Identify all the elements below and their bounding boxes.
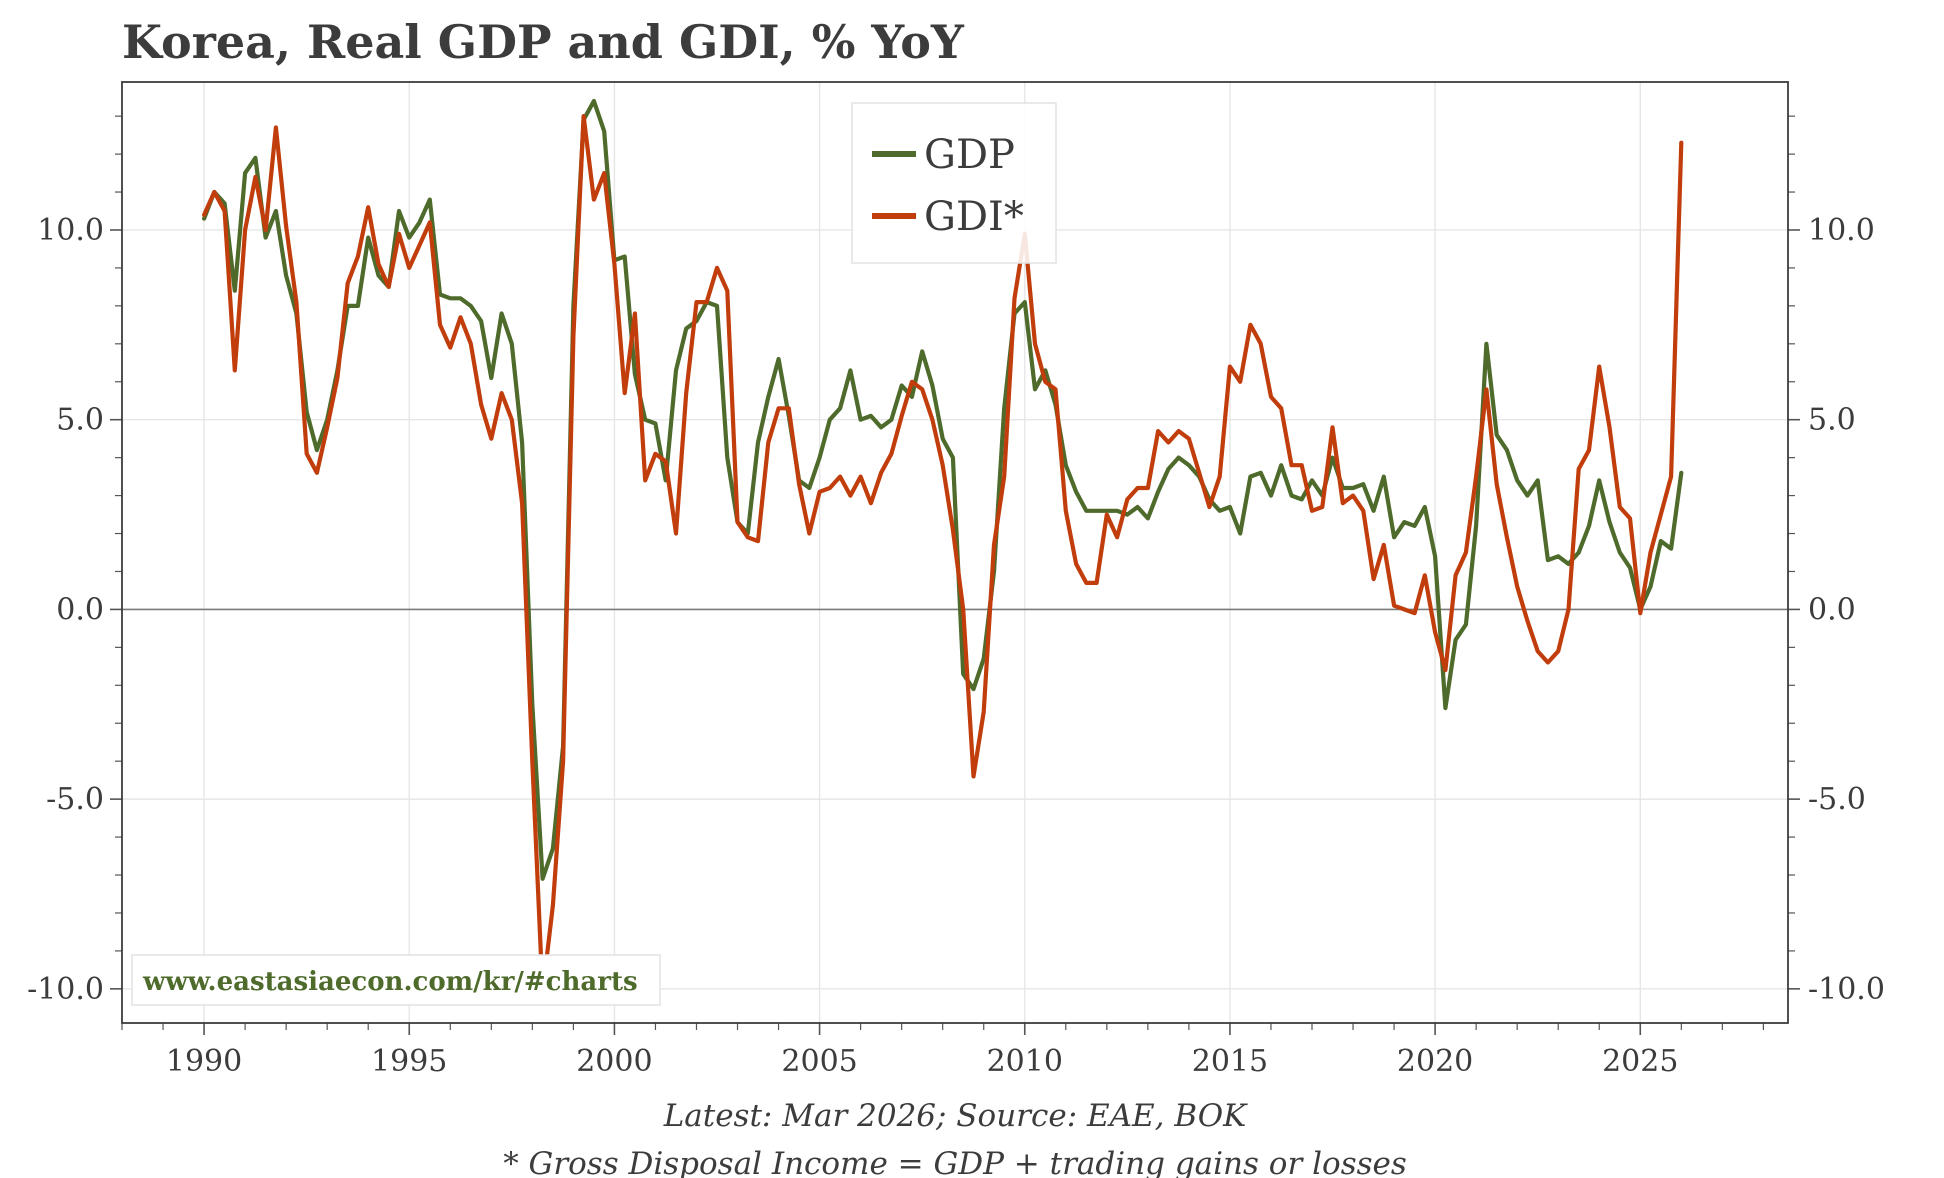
y-tick-label-left: 0.0 [56, 592, 104, 627]
legend-gdp-label: GDP [924, 132, 1015, 178]
watermark: www.eastasiaecon.com/kr/#charts [131, 954, 661, 1006]
x-tick-label: 1990 [166, 1044, 242, 1079]
series-layer [202, 98, 1684, 995]
y-tick-label-left: 5.0 [56, 403, 104, 438]
x-tick-label: 2010 [987, 1044, 1063, 1079]
watermark-box [131, 954, 661, 1006]
watermark-text: www.eastasiaecon.com/kr/#charts [142, 967, 638, 997]
axes: 1990 1995 2000 2005 2010 2015 2020 2025 10.0 10.0… [27, 81, 1885, 1079]
y-tick-label-left: -10.0 [27, 972, 104, 1007]
legend-box [851, 102, 1057, 264]
x-tick-label: 2025 [1602, 1044, 1678, 1079]
x-tick-label: 2005 [781, 1044, 857, 1079]
x-tick-label: 2015 [1192, 1044, 1268, 1079]
legend-gdi-label: GDI* [924, 194, 1024, 240]
chart-title: Korea, Real GDP and GDI, % YoY [122, 15, 965, 69]
x-tick-label: 1995 [371, 1044, 447, 1079]
legend: GDP GDI* [851, 102, 1057, 264]
y-tick-label-left: 10.0 [37, 213, 104, 248]
y-tick-label-right: -10.0 [1808, 972, 1885, 1007]
footnote-source: Latest: Mar 2026; Source: EAE, BOK [663, 1098, 1248, 1134]
x-tick-label: 2020 [1397, 1044, 1473, 1079]
x-tick-label: 2000 [576, 1044, 652, 1079]
y-tick-label-right: -5.0 [1808, 782, 1866, 817]
y-tick-label-right: 5.0 [1808, 403, 1856, 438]
y-tick-label-right: 10.0 [1808, 213, 1875, 248]
footnote-definition: * Gross Disposal Income = GDP + trading … [503, 1146, 1407, 1178]
gdi-series-line [202, 113, 1684, 995]
y-tick-label-right: 0.0 [1808, 592, 1856, 627]
y-tick-label-left: -5.0 [46, 782, 104, 817]
plot-frame [121, 81, 1789, 1024]
gdp-series-line [202, 98, 1684, 881]
